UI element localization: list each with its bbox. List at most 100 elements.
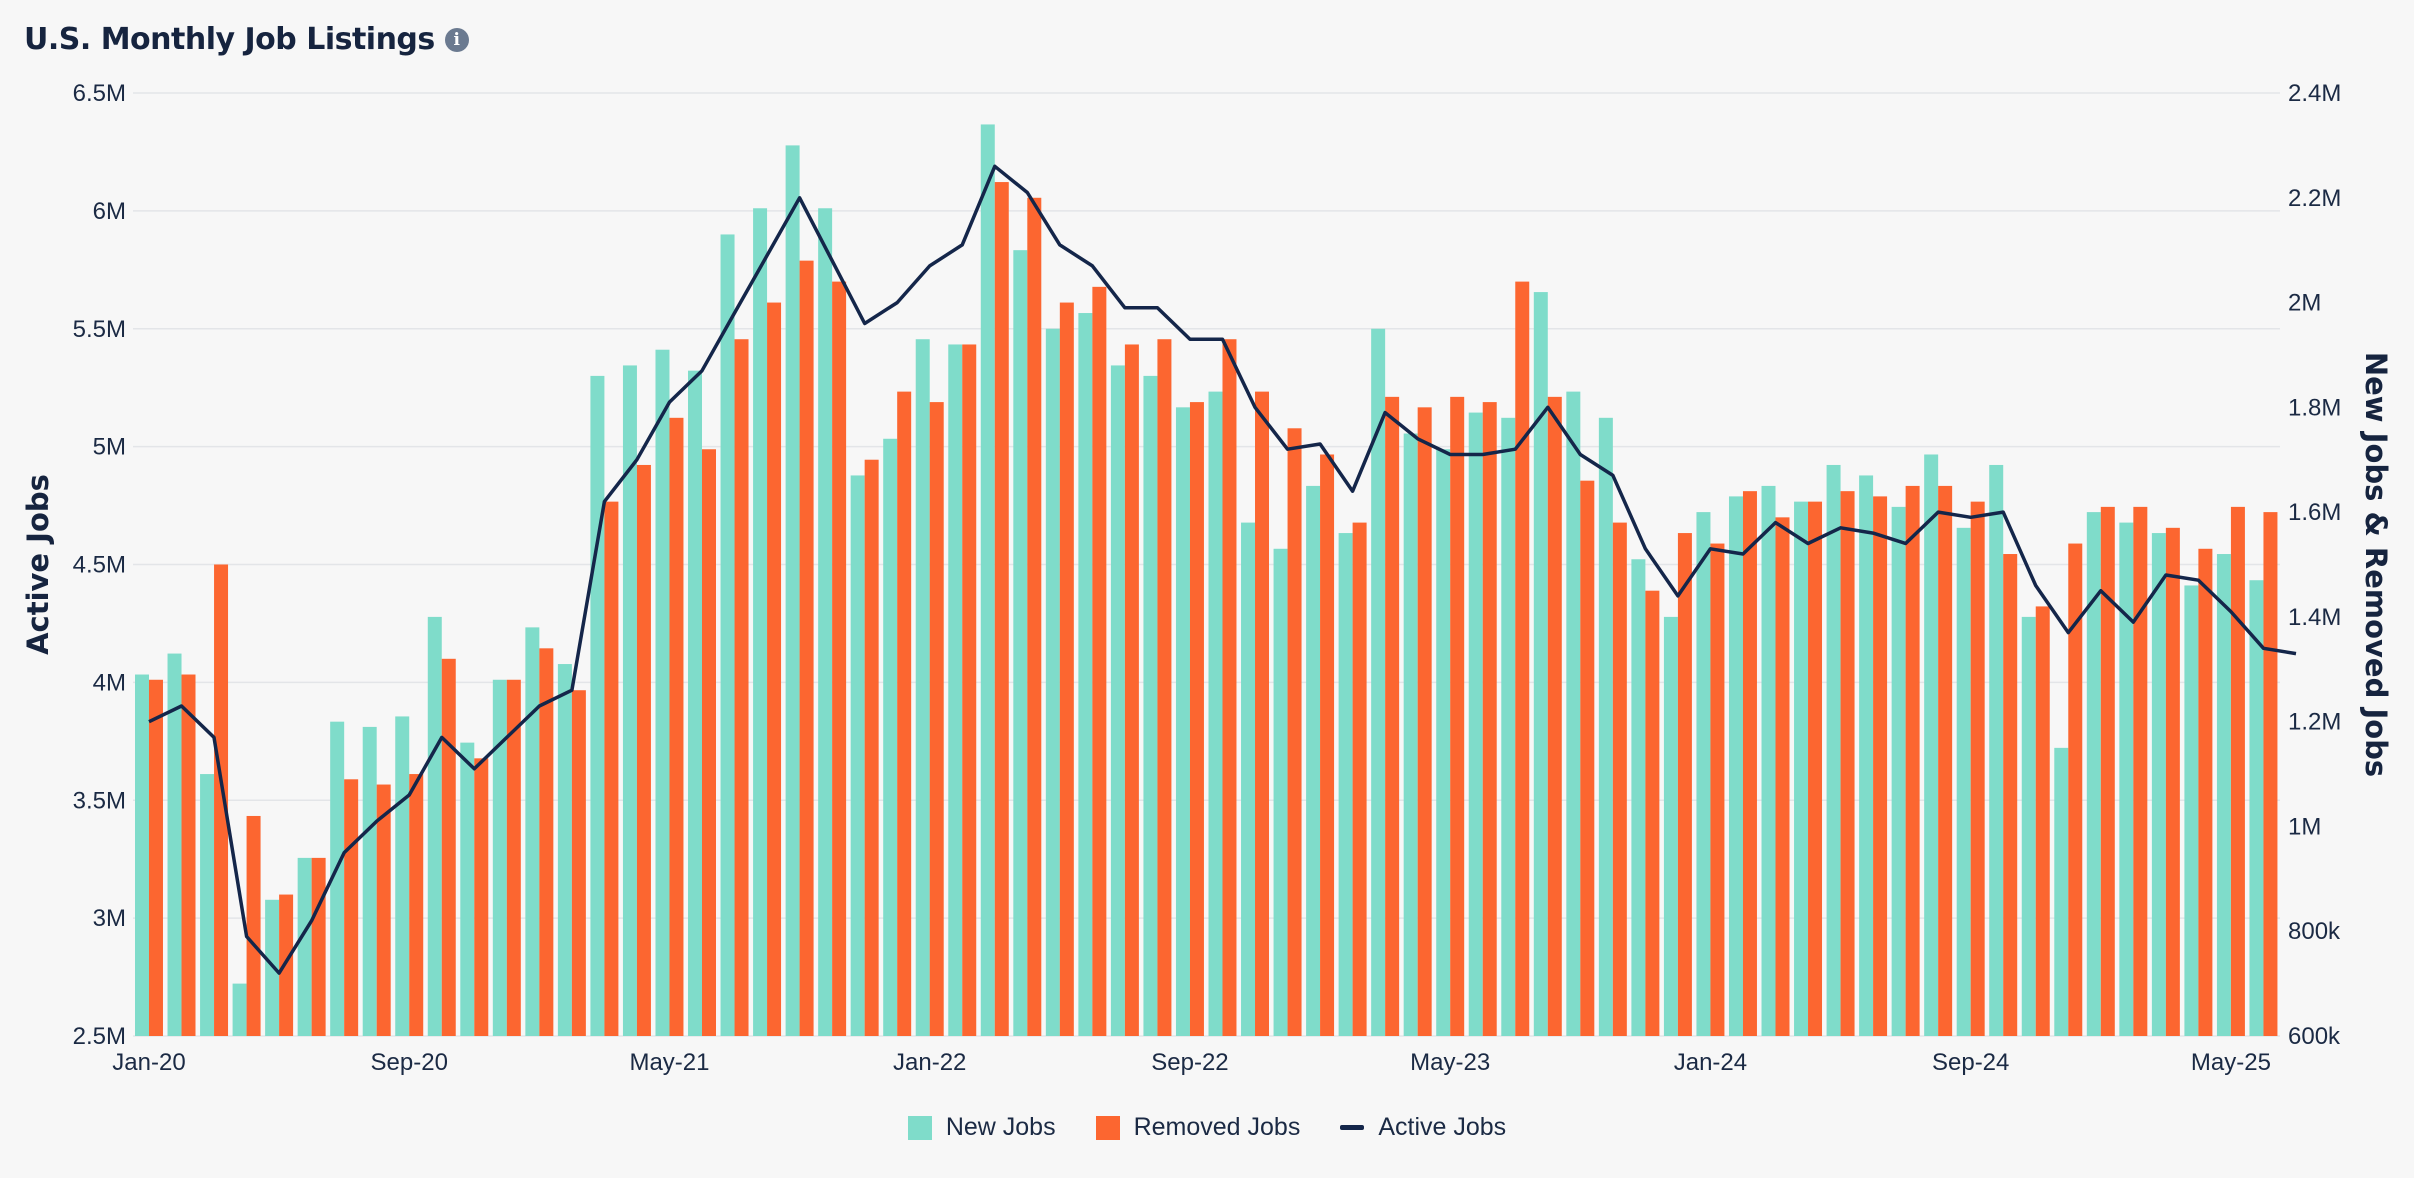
bar-new-jobs bbox=[1663, 616, 1678, 1036]
bar-new-jobs bbox=[1208, 391, 1223, 1036]
bar-new-jobs bbox=[850, 475, 865, 1036]
bar-new-jobs bbox=[1175, 407, 1190, 1036]
bar-new-jobs bbox=[1013, 250, 1028, 1036]
bar-new-jobs bbox=[1728, 496, 1743, 1037]
bar-new-jobs bbox=[818, 208, 833, 1036]
y-right-axis-title: New Jobs & Removed Jobs bbox=[2359, 352, 2393, 777]
bar-removed-jobs bbox=[1547, 396, 1562, 1036]
bar-new-jobs bbox=[135, 674, 149, 1036]
bar-new-jobs bbox=[1501, 417, 1516, 1036]
bar-new-jobs bbox=[460, 742, 475, 1036]
bar-removed-jobs bbox=[702, 449, 716, 1036]
legend-item-removed-jobs[interactable]: Removed Jobs bbox=[1095, 1113, 1300, 1142]
bar-removed-jobs bbox=[1222, 339, 1237, 1036]
bar-removed-jobs bbox=[571, 690, 586, 1036]
bar-new-jobs bbox=[1045, 328, 1060, 1036]
bar-new-jobs bbox=[1371, 328, 1386, 1036]
y-right-tick-label: 2.4M bbox=[2288, 80, 2341, 107]
bar-new-jobs bbox=[1826, 464, 1841, 1036]
bar-removed-jobs bbox=[1287, 428, 1302, 1036]
bar-removed-jobs bbox=[1938, 485, 1953, 1037]
bar-removed-jobs bbox=[994, 182, 1009, 1037]
y-left-tick-label: 6M bbox=[93, 198, 126, 225]
legend-item-active-jobs[interactable]: Active Jobs bbox=[1340, 1113, 1506, 1142]
x-tick-label: May-23 bbox=[1410, 1049, 1490, 1076]
bar-removed-jobs bbox=[1580, 480, 1595, 1037]
bar-removed-jobs bbox=[506, 679, 521, 1036]
line-active-jobs bbox=[148, 164, 2297, 975]
bar-new-jobs bbox=[2216, 554, 2231, 1036]
chart-title: U.S. Monthly Job Listings bbox=[24, 22, 435, 57]
bar-new-jobs bbox=[785, 145, 800, 1036]
bar-removed-jobs bbox=[2100, 506, 2115, 1037]
bar-new-jobs bbox=[1859, 475, 1874, 1036]
bar-new-jobs bbox=[297, 857, 312, 1036]
bar-new-jobs bbox=[753, 208, 768, 1036]
bar-removed-jobs bbox=[1873, 496, 1888, 1037]
x-tick-label: May-21 bbox=[629, 1049, 709, 1076]
bar-removed-jobs bbox=[1515, 281, 1530, 1037]
bar-removed-jobs bbox=[246, 815, 261, 1036]
bar-new-jobs bbox=[1078, 313, 1093, 1036]
bar-removed-jobs bbox=[539, 648, 554, 1036]
x-tick-label: Jan-22 bbox=[893, 1049, 966, 1076]
bar-removed-jobs bbox=[148, 679, 163, 1036]
bar-removed-jobs bbox=[214, 564, 229, 1036]
bar-removed-jobs bbox=[1157, 339, 1172, 1036]
bar-removed-jobs bbox=[669, 417, 684, 1036]
bar-removed-jobs bbox=[2133, 506, 2148, 1037]
bar-removed-jobs bbox=[604, 501, 619, 1037]
legend-label-new-jobs: New Jobs bbox=[945, 1113, 1056, 1141]
bar-new-jobs bbox=[557, 664, 572, 1036]
bar-new-jobs bbox=[232, 983, 247, 1036]
y-left-tick-label: 3.5M bbox=[73, 787, 126, 814]
bar-removed-jobs bbox=[1970, 501, 1985, 1037]
x-tick-label: Sep-22 bbox=[1151, 1049, 1228, 1076]
bar-new-jobs bbox=[1696, 512, 1711, 1036]
bar-new-jobs bbox=[915, 339, 930, 1036]
bar-new-jobs bbox=[2086, 512, 2101, 1036]
bar-new-jobs bbox=[883, 438, 898, 1036]
bar-new-jobs bbox=[1761, 485, 1776, 1037]
bar-new-jobs bbox=[1273, 548, 1288, 1036]
bar-new-jobs bbox=[265, 899, 280, 1036]
bar-removed-jobs bbox=[1352, 522, 1367, 1036]
bar-removed-jobs bbox=[1710, 543, 1725, 1036]
info-icon[interactable]: i bbox=[444, 27, 469, 52]
x-tick-label: Sep-20 bbox=[371, 1049, 448, 1076]
bar-new-jobs bbox=[427, 616, 442, 1036]
x-tick-label: Jan-24 bbox=[1674, 1049, 1747, 1076]
y-right-tick-label: 1M bbox=[2288, 813, 2321, 840]
bar-new-jobs bbox=[1533, 292, 1548, 1037]
y-right-tick-label: 600k bbox=[2288, 1023, 2341, 1050]
bar-removed-jobs bbox=[2035, 606, 2050, 1036]
x-tick-label: May-25 bbox=[2191, 1049, 2271, 1076]
bar-removed-jobs bbox=[1027, 197, 1042, 1036]
bar-new-jobs bbox=[948, 344, 963, 1036]
bar-new-jobs bbox=[1403, 433, 1418, 1036]
bar-removed-jobs bbox=[311, 857, 326, 1036]
bar-removed-jobs bbox=[767, 302, 782, 1036]
bar-new-jobs bbox=[1306, 485, 1321, 1037]
legend-item-new-jobs[interactable]: New Jobs bbox=[907, 1113, 1056, 1142]
y-right-tick-label: 800k bbox=[2288, 918, 2341, 945]
bar-removed-jobs bbox=[474, 758, 489, 1036]
bar-new-jobs bbox=[622, 365, 637, 1036]
bar-new-jobs bbox=[1891, 506, 1906, 1037]
y-left-tick-label: 4M bbox=[93, 669, 126, 696]
bar-new-jobs bbox=[2119, 522, 2134, 1036]
legend-swatch-active-jobs bbox=[1340, 1125, 1365, 1130]
y-left-tick-label: 5M bbox=[93, 434, 126, 461]
bar-new-jobs bbox=[2184, 585, 2199, 1036]
bar-removed-jobs bbox=[1677, 533, 1692, 1036]
bar-removed-jobs bbox=[1775, 517, 1790, 1036]
bar-new-jobs bbox=[1989, 464, 2004, 1036]
bar-removed-jobs bbox=[409, 774, 424, 1036]
y-right-tick-label: 1.2M bbox=[2288, 709, 2341, 736]
y-right-tick-label: 2.2M bbox=[2288, 185, 2341, 212]
y-left-axis-title: Active Jobs bbox=[21, 474, 55, 655]
bar-new-jobs bbox=[167, 653, 182, 1036]
bar-removed-jobs bbox=[279, 894, 294, 1036]
legend-swatch-removed-jobs bbox=[1095, 1115, 1120, 1140]
